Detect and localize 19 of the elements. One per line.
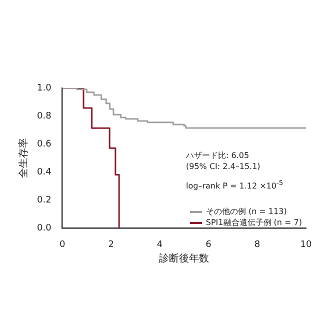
annotation: (95% CI: 2.4–15.1) xyxy=(186,161,262,172)
y-axis-title: 全生存率 xyxy=(18,138,30,178)
x-tick-label: 8 xyxy=(254,240,260,250)
annotation: log–rank P = 1.12 ×10$^{-5}$ xyxy=(186,178,284,192)
x-tick-label: 0 xyxy=(59,240,66,250)
y-tick-label: 0.2 xyxy=(36,196,52,206)
legend-label: SPI1融合遺伝子例 (n = 7) xyxy=(206,217,302,228)
x-tick-label: 10 xyxy=(300,240,312,250)
annotation: ハザード比: 6.05 xyxy=(186,150,250,161)
y-tick-label: 0.6 xyxy=(36,139,52,150)
legend-label: その他の例 (n = 113) xyxy=(206,206,287,217)
x-tick-label: 6 xyxy=(206,240,212,250)
y-tick-label: 0.4 xyxy=(36,167,52,178)
x-tick-label: 4 xyxy=(156,240,163,250)
y-tick-label: 1.0 xyxy=(36,83,52,94)
x-axis-title: 診断後年数 xyxy=(159,252,210,265)
x-tick-label: 2 xyxy=(108,240,114,250)
y-tick-label: 0.0 xyxy=(36,224,52,234)
y-tick-label: 0.8 xyxy=(36,111,52,122)
